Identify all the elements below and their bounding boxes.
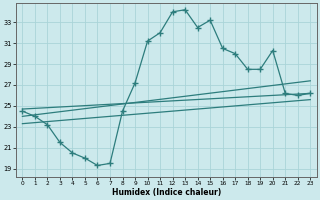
X-axis label: Humidex (Indice chaleur): Humidex (Indice chaleur) [112, 188, 221, 197]
